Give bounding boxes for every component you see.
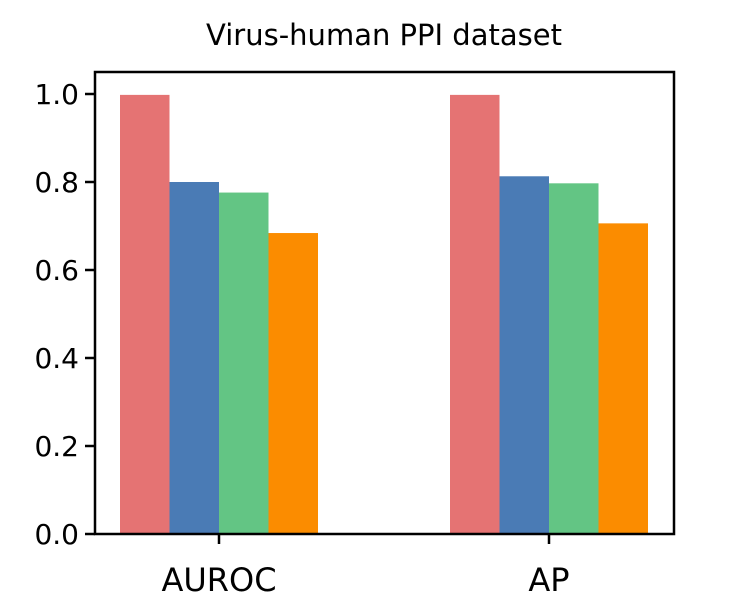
chart-title: Virus-human PPI dataset	[206, 18, 562, 52]
y-tick-label: 0.6	[34, 254, 79, 287]
bar-ap-4	[598, 223, 648, 535]
plot-frame	[93, 70, 676, 536]
y-tick-label: 0.0	[34, 518, 79, 551]
bar-auroc-1	[120, 94, 170, 534]
x-category-label-ap: AP	[528, 561, 569, 599]
y-tick-label: 0.4	[34, 342, 79, 375]
y-tick-label: 0.8	[34, 166, 79, 199]
x-axis: AUROC AP	[161, 534, 570, 599]
bar-ap-2	[499, 176, 549, 534]
bar-auroc-3	[219, 192, 269, 534]
bars	[120, 94, 648, 535]
x-category-label-auroc: AUROC	[161, 561, 276, 599]
bar-ap-3	[549, 183, 599, 534]
bar-auroc-2	[169, 182, 219, 534]
y-axis: 0.0 0.2 0.4 0.6 0.8 1.0	[34, 78, 95, 551]
y-tick-label: 1.0	[34, 78, 79, 111]
bar-auroc-4	[268, 233, 318, 535]
y-tick-label: 0.2	[34, 430, 79, 463]
bar-ap-1	[450, 94, 500, 534]
